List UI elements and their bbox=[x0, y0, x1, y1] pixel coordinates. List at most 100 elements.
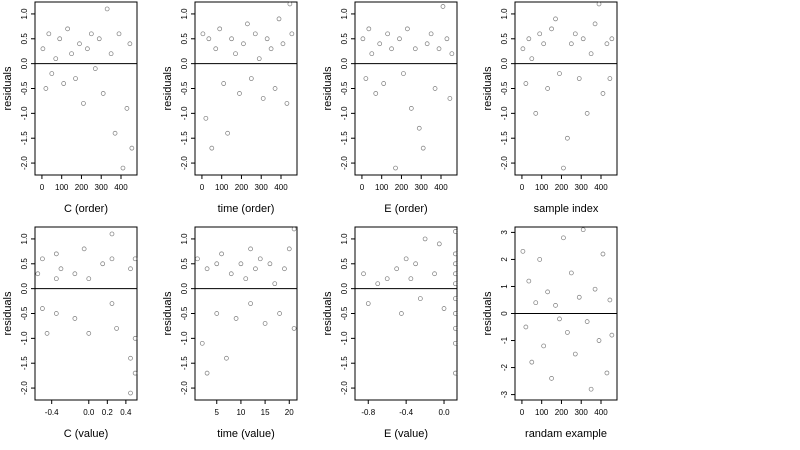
x-tick-label: 100 bbox=[55, 183, 69, 192]
y-tick-label: 0.5 bbox=[20, 33, 29, 45]
y-tick-label: -1.0 bbox=[20, 331, 29, 345]
point bbox=[607, 297, 613, 303]
point bbox=[233, 316, 239, 321]
point bbox=[233, 51, 238, 57]
point bbox=[109, 231, 115, 237]
point bbox=[360, 36, 366, 42]
y-tick-label: 0.0 bbox=[500, 58, 509, 70]
point bbox=[127, 41, 133, 47]
point bbox=[453, 281, 458, 287]
y-tick-label: -1.0 bbox=[340, 331, 349, 345]
point bbox=[262, 321, 268, 326]
point bbox=[40, 306, 45, 311]
point bbox=[268, 46, 274, 52]
y-tick-label: 0.5 bbox=[180, 258, 189, 270]
point bbox=[565, 330, 570, 335]
point bbox=[116, 31, 122, 37]
point bbox=[96, 36, 102, 42]
point bbox=[399, 311, 404, 316]
point bbox=[53, 311, 59, 316]
point bbox=[86, 276, 92, 282]
point bbox=[453, 251, 458, 257]
point bbox=[580, 36, 586, 42]
point bbox=[109, 301, 115, 306]
point bbox=[365, 301, 371, 306]
x-tick-label: 0 bbox=[40, 183, 45, 192]
x-tick-label: 0.0 bbox=[438, 408, 450, 417]
point bbox=[282, 266, 287, 272]
y-tick-label: 3 bbox=[500, 230, 509, 235]
y-tick-label: -2.0 bbox=[180, 381, 189, 395]
point bbox=[441, 306, 447, 311]
point bbox=[604, 41, 610, 47]
point bbox=[366, 26, 372, 32]
point bbox=[549, 26, 554, 32]
point bbox=[92, 66, 98, 71]
point bbox=[416, 125, 422, 131]
point bbox=[381, 81, 387, 86]
point bbox=[428, 31, 434, 37]
y-tick-label: -2.0 bbox=[20, 381, 29, 395]
y-axis-label: residuals bbox=[162, 66, 174, 111]
point bbox=[520, 248, 526, 254]
point bbox=[112, 130, 118, 136]
y-tick-label: 0.0 bbox=[340, 283, 349, 295]
point bbox=[128, 390, 133, 396]
point bbox=[88, 31, 94, 37]
point bbox=[533, 300, 539, 306]
point bbox=[237, 91, 242, 96]
point bbox=[53, 251, 59, 257]
point bbox=[557, 316, 562, 322]
y-axis-label: residuals bbox=[482, 291, 494, 336]
point bbox=[209, 145, 215, 151]
y-tick-label: -1.5 bbox=[180, 356, 189, 370]
point bbox=[73, 76, 78, 81]
point bbox=[132, 336, 138, 341]
y-tick-label: 0 bbox=[500, 311, 509, 316]
point bbox=[523, 324, 529, 330]
x-tick-label: 300 bbox=[95, 183, 109, 192]
point bbox=[420, 145, 426, 151]
point bbox=[529, 56, 535, 62]
x-tick-label: 200 bbox=[75, 183, 89, 192]
x-tick-label: 20 bbox=[285, 408, 294, 417]
point bbox=[72, 316, 78, 321]
point bbox=[588, 386, 594, 392]
x-tick-label: 0 bbox=[520, 408, 525, 417]
y-tick-label: 0.0 bbox=[20, 283, 29, 295]
x-tick-label: 100 bbox=[215, 183, 229, 192]
point bbox=[436, 241, 442, 247]
point bbox=[568, 270, 574, 276]
point bbox=[385, 31, 390, 37]
y-tick-label: -1.0 bbox=[340, 106, 349, 120]
point bbox=[609, 36, 615, 42]
point bbox=[132, 370, 138, 376]
point bbox=[592, 286, 598, 292]
y-tick-label: -1.5 bbox=[340, 131, 349, 145]
y-tick-label: -2.0 bbox=[340, 156, 349, 170]
x-tick-label: 100 bbox=[535, 408, 549, 417]
point bbox=[453, 326, 458, 331]
point bbox=[447, 96, 453, 101]
y-axis-label: residuals bbox=[2, 291, 14, 336]
point bbox=[545, 86, 550, 91]
x-tick-label: 0.2 bbox=[102, 408, 114, 417]
plot-frame bbox=[354, 226, 458, 401]
y-tick-label: -2 bbox=[500, 363, 509, 371]
x-axis-label: time (value) bbox=[217, 428, 274, 440]
point bbox=[260, 96, 266, 101]
point bbox=[453, 370, 458, 376]
point bbox=[520, 46, 526, 52]
point bbox=[229, 36, 234, 42]
plot-frame bbox=[34, 1, 138, 176]
point bbox=[277, 311, 282, 316]
y-axis-label: residuals bbox=[162, 291, 174, 336]
x-tick-label: -0.4 bbox=[45, 408, 59, 417]
x-tick-label: 100 bbox=[535, 183, 549, 192]
point bbox=[100, 261, 106, 267]
point bbox=[253, 266, 258, 272]
point bbox=[252, 31, 258, 37]
point bbox=[413, 261, 418, 267]
point bbox=[81, 246, 87, 252]
